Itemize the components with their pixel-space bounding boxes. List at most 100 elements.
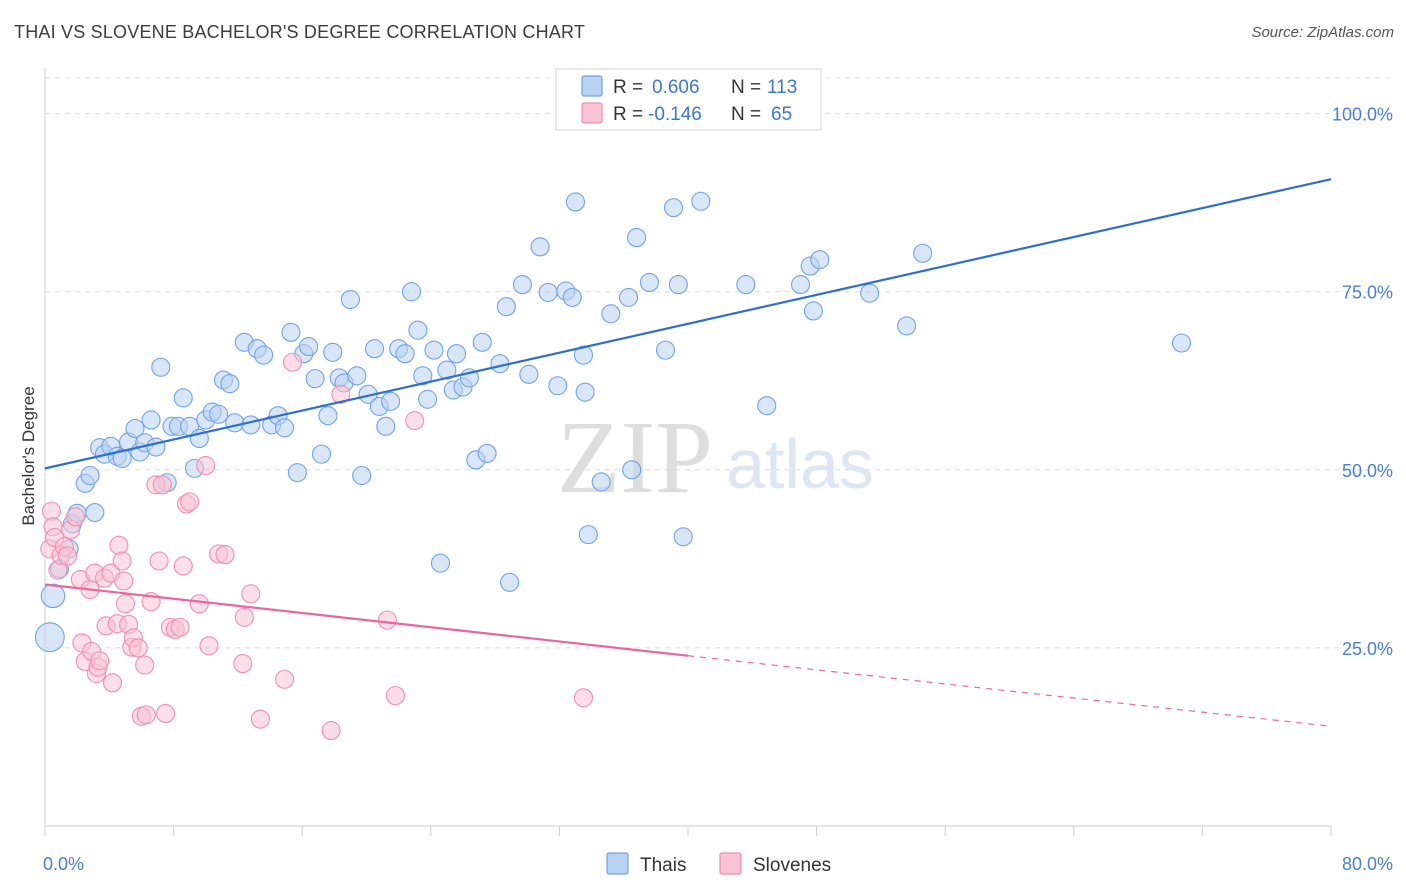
legend-swatch-blue [581, 75, 603, 97]
slovenes-point [215, 545, 235, 565]
x-tick-label: 0.0% [43, 854, 84, 874]
slovenes-point [115, 594, 135, 614]
slovenes-point [149, 551, 169, 571]
slovenes-point [321, 720, 341, 741]
slovenes-point [196, 455, 216, 476]
thais-point [565, 192, 586, 212]
slovenes-point [109, 535, 129, 555]
thais-point [691, 191, 711, 211]
thais-point [736, 275, 756, 295]
thais-point [562, 287, 582, 307]
thais-point [80, 465, 100, 486]
thais-point [538, 282, 558, 302]
bottom-legend-label-thais: Thais [640, 855, 686, 876]
slovenes-point [65, 507, 86, 527]
slovenes-point [173, 556, 193, 576]
thais-point [254, 345, 274, 365]
slovenes-point [112, 551, 132, 571]
thais-point [241, 415, 261, 435]
bottom-legend: Thais Slovenes [606, 852, 831, 876]
slovenes-point [114, 571, 134, 591]
watermark: ZIP atlas [557, 400, 874, 515]
x-tick-label: 80.0% [1342, 854, 1393, 874]
thais-point [601, 304, 621, 324]
slovenes-point [57, 546, 78, 566]
thais-point [519, 364, 539, 384]
thais-point [673, 527, 693, 547]
thais-point [573, 345, 594, 365]
grid-layer [45, 77, 1392, 649]
legend-n-label: N = [731, 104, 761, 125]
slovenes-point [274, 669, 295, 689]
thais-point [446, 344, 467, 364]
bottom-legend-label-slovenes: Slovenes [753, 855, 831, 876]
thais-point [34, 622, 65, 653]
slovenes-point [156, 703, 176, 723]
slovenes-point [385, 686, 405, 706]
legend-r-label: R = [613, 104, 643, 125]
thais-point [274, 418, 295, 438]
thais-point [496, 297, 516, 317]
thais-point [530, 237, 550, 257]
thais-point [112, 448, 132, 468]
thais-point [477, 443, 497, 463]
thais-point [408, 320, 428, 340]
slovenes-point [102, 673, 123, 693]
bottom-legend-swatch-thais [606, 852, 629, 875]
y-tick-label: 50.0% [1342, 461, 1393, 481]
slovenes-point [241, 584, 261, 604]
thais-point [548, 376, 568, 396]
chart-source: Source: ZipAtlas.com [1251, 24, 1394, 41]
axis-layer: 25.0% 50.0% 75.0% 100.0% 0.0% 80.0% [43, 68, 1393, 874]
legend-r-label: R = [613, 77, 643, 98]
thais-point [173, 388, 193, 408]
thais-point [323, 342, 343, 362]
thais-point [287, 463, 307, 483]
thais-point [790, 275, 811, 295]
thais-point [618, 287, 639, 307]
thais-point [311, 444, 332, 464]
thais-point [591, 472, 611, 492]
slovenes-trendline-extension [687, 655, 1332, 727]
y-tick-label: 75.0% [1342, 283, 1393, 303]
thais-point [803, 301, 823, 321]
thais-point [395, 344, 415, 364]
chart-title: THAI VS SLOVENE BACHELOR'S DEGREE CORREL… [14, 22, 586, 42]
thais-point [860, 283, 880, 303]
legend-r-value: -0.146 [648, 104, 702, 125]
slovenes-point [233, 654, 253, 674]
thais-point [381, 391, 401, 411]
slovenes-trendline [44, 583, 689, 657]
thais-point [472, 332, 492, 352]
slovenes-point [405, 411, 425, 431]
slovenes-point [250, 709, 270, 729]
thais-point [376, 416, 396, 436]
thais-point [141, 410, 161, 430]
slovenes-point [234, 607, 254, 627]
slovenes-point [180, 492, 200, 512]
thais-point [146, 437, 166, 457]
thais-point [225, 413, 245, 433]
thais-point [897, 316, 917, 336]
thais-point [220, 374, 240, 394]
slovenes-point [170, 617, 190, 637]
thais-point [512, 275, 532, 295]
thais-point [575, 382, 595, 402]
thais-point [913, 243, 933, 263]
thais-point [318, 406, 338, 426]
thais-point [500, 572, 520, 592]
thais-point [40, 583, 66, 609]
thais-point [430, 553, 450, 573]
legend-swatch-pink [581, 102, 603, 124]
thais-point [299, 337, 319, 357]
thais-point [1171, 333, 1192, 353]
slovenes-point [152, 475, 172, 495]
legend-n-value: 65 [771, 104, 792, 125]
thais-point [668, 275, 688, 295]
thais-point [281, 322, 301, 342]
bottom-legend-swatch-slovenes [719, 852, 742, 875]
slovenes-point [283, 352, 303, 372]
watermark-zip: ZIP [557, 400, 713, 515]
slovenes-point [573, 688, 594, 708]
